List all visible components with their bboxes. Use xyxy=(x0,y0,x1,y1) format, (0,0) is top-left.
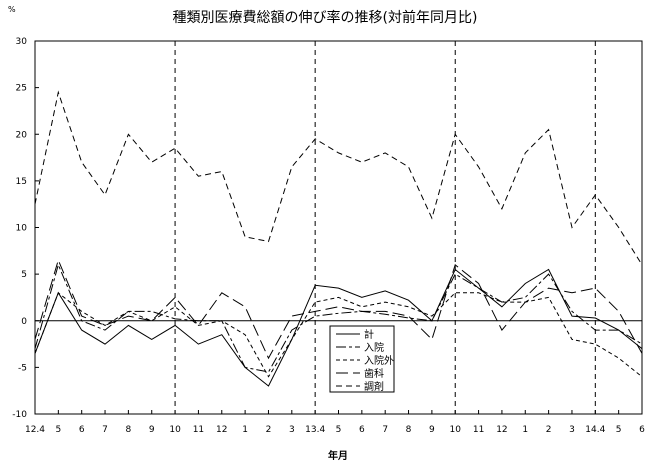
x-tick-label: 12 xyxy=(496,425,507,435)
x-tick-label: 5 xyxy=(616,425,622,435)
dividers xyxy=(174,41,596,414)
series-line-1 xyxy=(34,268,643,387)
x-tick-label: 2 xyxy=(266,425,272,435)
x-tick-label: 13.4 xyxy=(305,425,325,435)
chart-title: 種類別医療費総額の伸び率の推移(対前年同月比) xyxy=(173,9,478,26)
x-tick-label: 9 xyxy=(149,425,155,435)
x-tick-label: 12.4 xyxy=(25,425,45,435)
series-line-3 xyxy=(34,291,643,378)
legend-box xyxy=(329,325,395,393)
x-tick-label: 5 xyxy=(55,425,61,435)
x-tick-label: 5 xyxy=(336,425,342,435)
y-ticks: -10 -5 0 5 10 15 20 25 30 xyxy=(12,37,39,420)
x-tick-label: 8 xyxy=(406,425,412,435)
series-line-2 xyxy=(34,263,643,373)
y-tick-label: -10 xyxy=(12,410,27,420)
series-lines xyxy=(34,90,643,387)
series-line-4 xyxy=(34,258,643,360)
y-tick-label: -5 xyxy=(18,363,27,373)
x-tick-label: 9 xyxy=(429,425,435,435)
x-tick-label: 6 xyxy=(359,425,365,435)
x-tick-label: 11 xyxy=(473,425,484,435)
x-tick-label: 1 xyxy=(522,425,528,435)
x-tick-label: 12 xyxy=(216,425,227,435)
x-tick-label: 14.4 xyxy=(585,425,605,435)
legend-label: 入院外 xyxy=(364,354,394,367)
x-tick-label: 10 xyxy=(450,425,462,435)
legend-label: 入院 xyxy=(364,341,384,354)
legend-label: 歯科 xyxy=(364,367,384,380)
x-tick-label: 8 xyxy=(126,425,132,435)
x-tick-label: 6 xyxy=(639,425,645,435)
x-tick-label: 11 xyxy=(193,425,204,435)
y-tick-label: 30 xyxy=(16,37,28,47)
y-tick-label: 25 xyxy=(16,84,27,94)
x-tick-label: 10 xyxy=(169,425,181,435)
x-tick-label: 3 xyxy=(289,425,295,435)
y-tick-label: 20 xyxy=(16,130,28,140)
y-unit-label: % xyxy=(8,5,16,14)
x-tick-label: 7 xyxy=(102,425,108,435)
y-tick-label: 0 xyxy=(21,317,27,327)
x-tick-label: 1 xyxy=(242,425,248,435)
legend-label: 調剤 xyxy=(364,380,384,393)
y-tick-label: 15 xyxy=(16,177,27,187)
x-tick-label: 6 xyxy=(79,425,85,435)
x-tick-label: 2 xyxy=(546,425,552,435)
series-line-5 xyxy=(34,90,643,266)
y-tick-label: 5 xyxy=(21,270,27,280)
legend-label: 計 xyxy=(364,328,374,341)
x-tick-label: 3 xyxy=(569,425,575,435)
x-axis-label: 年月 xyxy=(328,449,348,462)
y-tick-label: 10 xyxy=(16,224,28,234)
x-tick-label: 7 xyxy=(382,425,388,435)
